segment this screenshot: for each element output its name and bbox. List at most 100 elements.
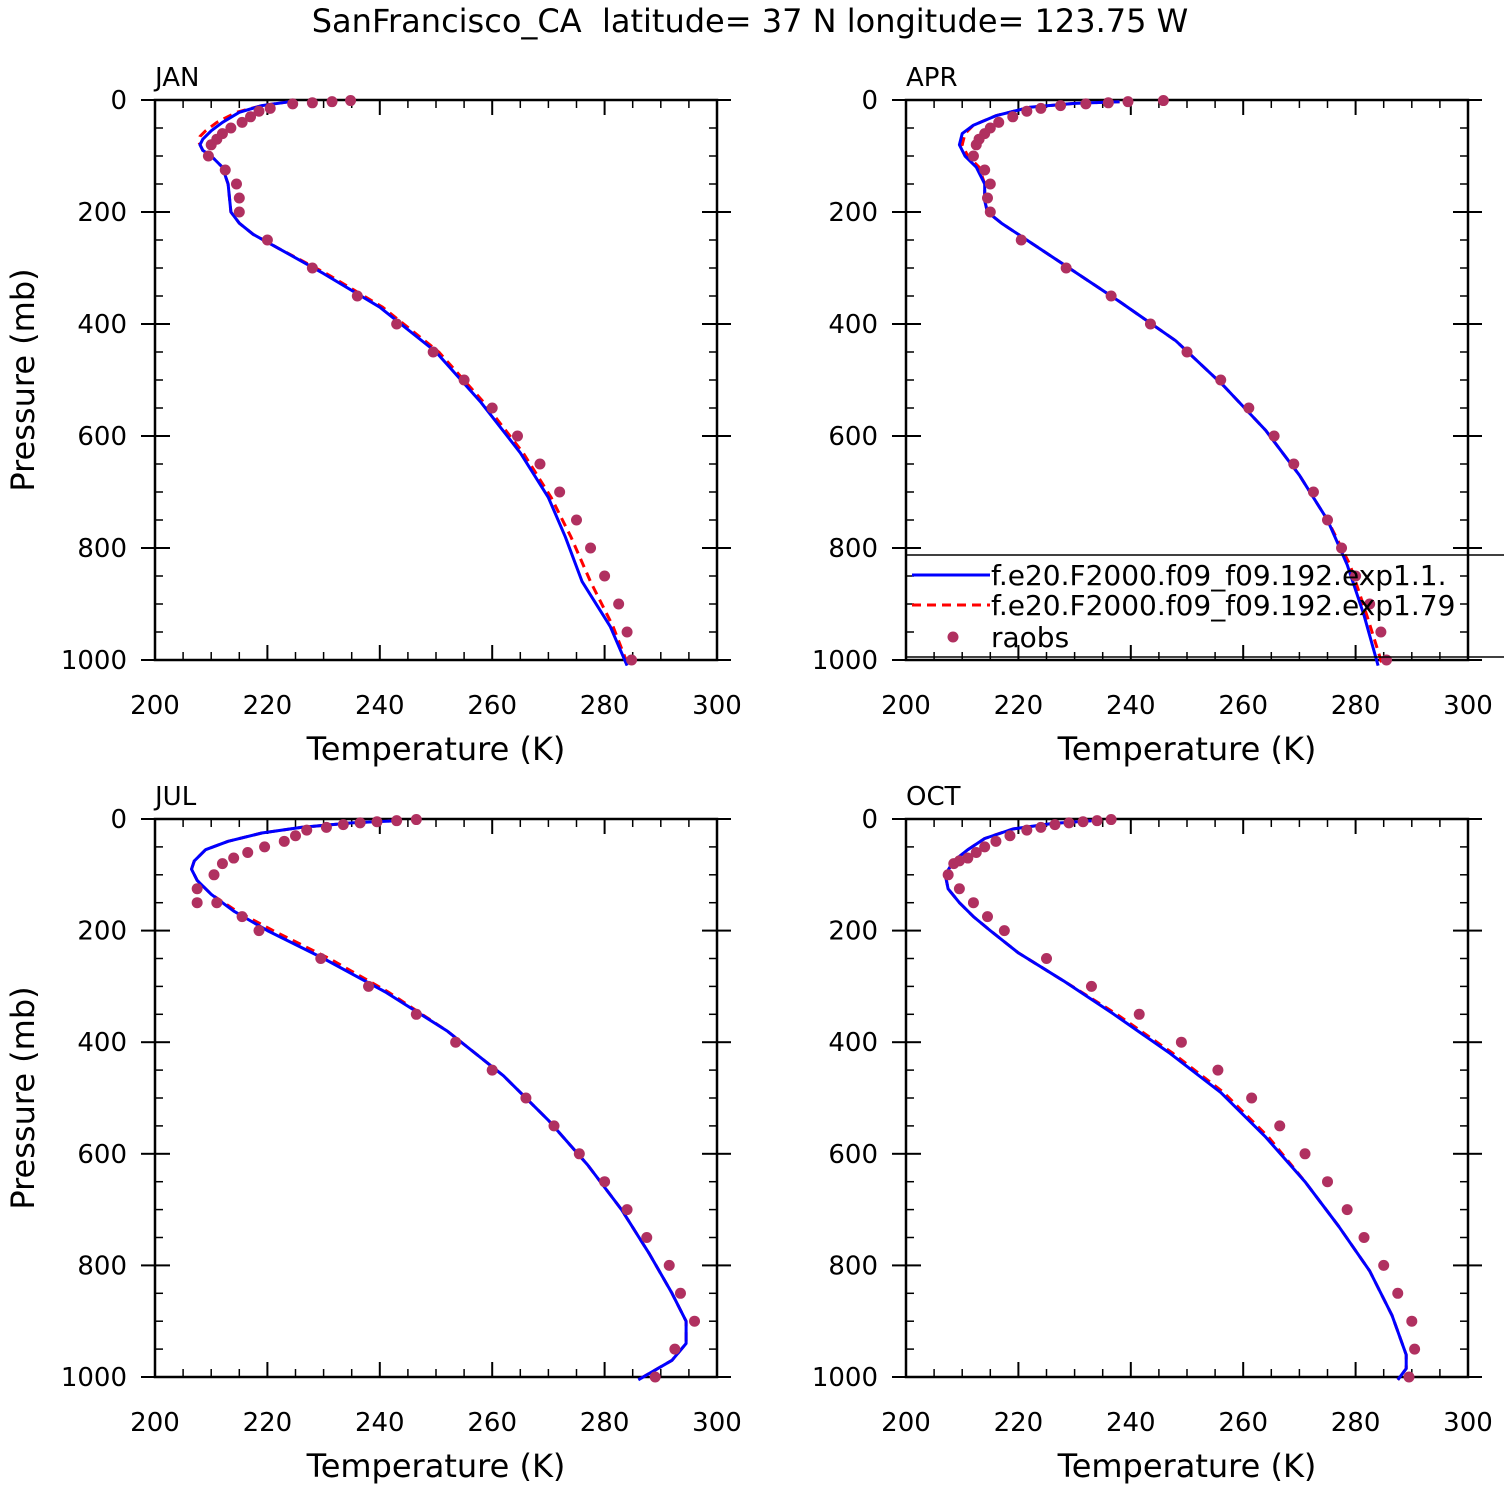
- raobs-point: [1105, 814, 1117, 826]
- legend-marker-raobs: [947, 631, 959, 643]
- raobs-point: [534, 458, 546, 470]
- series-line-exp1-1: [190, 819, 688, 1382]
- raobs-point: [1091, 815, 1103, 827]
- y-tick-label: 400: [77, 1028, 127, 1058]
- raobs-point: [990, 835, 1002, 847]
- panel-label-apr: APR: [906, 63, 958, 93]
- legend: f.e20.F2000.f09_f09.192.exp1.1.f.e20.F20…: [905, 554, 1504, 658]
- panel-jan: 200 220 240 260 280 300 0 200 400 600 800 1000 JAN Te…: [4, 63, 742, 768]
- y-axis-label: Pressure (mb): [4, 986, 42, 1209]
- plot-data: [942, 814, 1421, 1383]
- x-tick-label: 200: [881, 691, 931, 721]
- raobs-point: [320, 821, 332, 833]
- raobs-point: [548, 1120, 560, 1132]
- raobs-point: [290, 830, 301, 842]
- raobs-point: [520, 1092, 532, 1104]
- panel-label-jan: JAN: [153, 63, 199, 93]
- panel-apr: 200 220 240 260 280 300 0 200 400 600 800 1000 APR Te…: [812, 63, 1493, 768]
- x-tick-label: 300: [1443, 1408, 1493, 1438]
- raobs-point: [669, 1343, 681, 1355]
- raobs-point: [427, 346, 439, 358]
- raobs-point: [1041, 953, 1052, 964]
- raobs-point: [1035, 102, 1047, 114]
- panels: 200 220 240 260 280 300 0 200 400 600 800 1000 JAN Te…: [4, 63, 1493, 1485]
- x-tick-label: 300: [692, 691, 742, 721]
- plot-frame: [904, 817, 1470, 1379]
- raobs-point: [674, 1287, 686, 1299]
- raobs-point: [948, 858, 960, 870]
- x-tick-label: 220: [994, 691, 1044, 721]
- plot-data: [197, 95, 638, 666]
- x-tick-label: 240: [355, 691, 405, 721]
- raobs-point: [230, 178, 242, 190]
- y-tick-label: 1000: [61, 646, 127, 676]
- raobs-point: [626, 654, 638, 666]
- raobs-point: [621, 1204, 633, 1216]
- raobs-point: [410, 1008, 422, 1020]
- raobs-point: [1021, 105, 1033, 117]
- x-tick-label: 300: [1443, 691, 1493, 721]
- y-tick-label: 800: [77, 534, 127, 564]
- raobs-point: [306, 262, 318, 274]
- raobs-point: [216, 858, 228, 870]
- raobs-point: [253, 925, 265, 937]
- raobs-point: [1077, 816, 1089, 828]
- raobs-point: [301, 824, 313, 836]
- raobs-point: [1322, 514, 1333, 526]
- x-tick-label: 260: [467, 691, 517, 721]
- raobs-point: [391, 815, 403, 827]
- raobs-point: [689, 1315, 701, 1327]
- series-line-exp1-79: [943, 819, 1408, 1381]
- raobs-point: [242, 846, 254, 858]
- raobs-point: [1181, 346, 1193, 358]
- raobs-point: [458, 374, 470, 386]
- y-tick-label: 600: [828, 1140, 878, 1170]
- x-tick-label: 260: [467, 1408, 517, 1438]
- x-tick-label: 240: [1106, 691, 1156, 721]
- raobs-point: [1212, 1064, 1224, 1076]
- raobs-point: [278, 835, 290, 847]
- raobs-point: [225, 122, 237, 134]
- x-tick-label: 280: [1331, 691, 1381, 721]
- x-tick-label: 280: [580, 691, 630, 721]
- legend-label: raobs: [991, 621, 1069, 654]
- x-tick-label: 300: [692, 1408, 742, 1438]
- raobs-point: [1406, 1315, 1418, 1327]
- raobs-point: [511, 430, 523, 442]
- raobs-point: [621, 626, 633, 638]
- y-tick-label: 1000: [61, 1363, 127, 1393]
- raobs-point: [1246, 1092, 1258, 1104]
- x-axis-label: Temperature (K): [1057, 1447, 1317, 1485]
- raobs-point: [486, 1064, 498, 1076]
- raobs-point: [1055, 100, 1067, 112]
- raobs-point: [287, 98, 299, 110]
- raobs-point: [993, 116, 1005, 128]
- raobs-point: [371, 816, 383, 828]
- raobs-point: [1288, 458, 1300, 470]
- x-tick-label: 220: [243, 691, 293, 721]
- raobs-point: [1015, 234, 1027, 246]
- y-tick-label: 800: [828, 534, 878, 564]
- x-tick-label: 200: [130, 691, 180, 721]
- series-line-exp1-1: [943, 819, 1408, 1381]
- raobs-point: [191, 883, 203, 895]
- raobs-point: [1035, 821, 1047, 833]
- x-tick-label: 220: [243, 1408, 293, 1438]
- raobs-point: [1004, 830, 1016, 842]
- raobs-point: [391, 318, 403, 330]
- legend-label: f.e20.F2000.f09_f09.192.exp1.1.: [991, 559, 1446, 592]
- raobs-point: [1350, 570, 1362, 582]
- x-tick-label: 280: [1331, 1408, 1381, 1438]
- x-axis-label: Temperature (K): [306, 730, 566, 768]
- raobs-point: [1381, 654, 1393, 666]
- raobs-point: [1105, 290, 1117, 302]
- y-tick-label: 0: [110, 86, 127, 116]
- plot-data: [190, 814, 701, 1383]
- raobs-point: [208, 869, 220, 881]
- raobs-point: [981, 192, 993, 204]
- raobs-point: [351, 290, 363, 302]
- raobs-point: [599, 570, 611, 582]
- raobs-point: [191, 897, 203, 909]
- raobs-point: [1378, 1259, 1390, 1271]
- raobs-point: [1375, 626, 1387, 638]
